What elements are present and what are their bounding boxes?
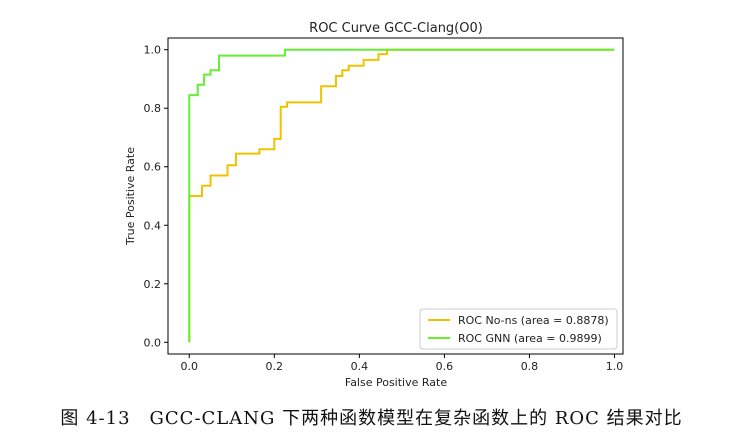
x-tick-label: 0.4 <box>351 360 369 373</box>
x-tick-label: 0.8 <box>521 360 539 373</box>
legend-label-no-ns: ROC No-ns (area = 0.8878) <box>458 314 609 327</box>
x-tick-label: 0.2 <box>266 360 284 373</box>
y-tick-label: 0.4 <box>144 219 162 232</box>
y-tick-label: 0.8 <box>144 102 162 115</box>
series-line-gnn <box>188 48 615 343</box>
y-tick-label: 0.0 <box>144 336 162 349</box>
series-lines <box>188 48 615 343</box>
legend-label-gnn: ROC GNN (area = 0.9899) <box>458 332 602 345</box>
legend: ROC No-ns (area = 0.8878) ROC GNN (area … <box>419 308 618 350</box>
x-tick-label: 1.0 <box>606 360 624 373</box>
axis-ticks: 0.0 0.2 0.4 0.6 0.8 1.0 0.0 0.2 0.4 0.6 0.8 1.0 <box>144 44 624 373</box>
y-axis-label: True Positive Rate <box>124 147 137 246</box>
x-tick-label: 0.6 <box>436 360 454 373</box>
y-tick-label: 0.6 <box>144 161 162 174</box>
roc-chart: ROC Curve GCC-Clang(O0) 0.0 0.2 0.4 0.6 0.8 1… <box>124 21 624 389</box>
figure-caption: 图 4-13 GCC-CLANG 下两种函数模型在复杂函数上的 ROC 结果对比 <box>60 408 683 429</box>
plot-frame <box>167 37 624 355</box>
y-tick-label: 0.2 <box>144 278 162 291</box>
chart-title: ROC Curve GCC-Clang(O0) <box>309 21 483 36</box>
x-tick-label: 0.0 <box>181 360 199 373</box>
y-tick-label: 1.0 <box>144 44 162 57</box>
x-axis-label: False Positive Rate <box>345 376 447 389</box>
series-line-no-ns <box>188 48 615 343</box>
legend-box <box>419 308 618 350</box>
